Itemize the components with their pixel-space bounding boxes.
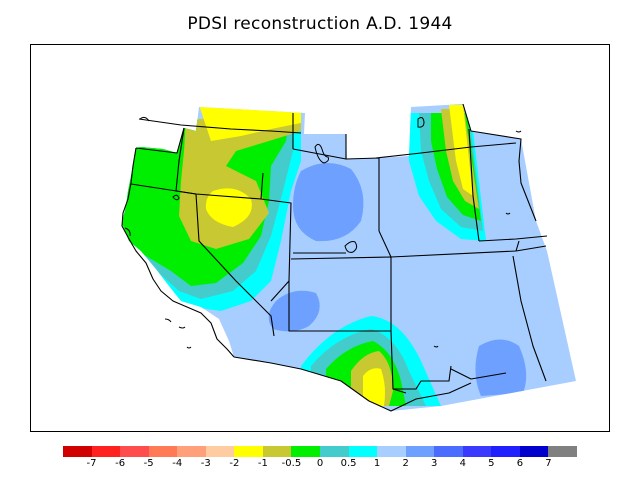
lake-sakakawea: [417, 117, 425, 128]
small-lakes: [433, 130, 522, 348]
wa-or-border: [135, 127, 185, 154]
colorbar-tick-label: 0: [316, 458, 324, 469]
colorbar-swatch: [320, 446, 350, 457]
northeast-anomaly: [406, 105, 486, 241]
pdsi-field: [122, 104, 576, 411]
colorbar-tick-label: -2: [229, 458, 240, 469]
colorbar-swatch: [434, 446, 464, 457]
colorbar-swatch: [234, 446, 264, 457]
colorado-border: [378, 230, 520, 258]
colorbar-tick-label: 6: [516, 458, 524, 469]
colorbar-tick-label: 5: [488, 458, 495, 469]
wet-pocket-southeast: [475, 339, 527, 396]
map-frame: [30, 44, 610, 432]
colorbar-swatch: [377, 446, 407, 457]
colorbar-swatch: [348, 446, 378, 457]
colorbar-tick-label: 7: [545, 458, 552, 469]
boundaries: [121, 103, 548, 412]
colorbar-swatch: [291, 446, 321, 457]
canada-border-west: [138, 118, 302, 134]
sf-bay: [124, 227, 131, 237]
northwest-anomaly: [122, 105, 301, 311]
colorbar-swatch: [148, 446, 178, 457]
canada-border-east: [375, 142, 517, 159]
texas-border: [450, 255, 547, 382]
colorbar-swatch: [177, 446, 207, 457]
colorbar-tick-label: -1: [257, 458, 268, 469]
mexico-border: [233, 356, 472, 412]
colorbar-swatch: [491, 446, 521, 457]
colorbar-swatch: [262, 446, 292, 457]
puget-sound: [139, 116, 150, 122]
colorbar-tick-label: -0.5: [281, 458, 302, 469]
colorbar-swatch: [462, 446, 492, 457]
colorbar-swatch: [405, 446, 435, 457]
dakota-borders: [462, 103, 537, 242]
pacific-coast: [121, 147, 235, 358]
nv-ut-border: [260, 198, 292, 302]
colorbar-tick-label: 0.5: [340, 458, 357, 469]
colorbar-tick-label: -7: [86, 458, 97, 469]
colorbar-swatch: [120, 446, 150, 457]
flathead-lake: [314, 143, 329, 164]
great-salt-lake: [344, 241, 358, 253]
map-title: PDSI reconstruction A.D. 1944: [187, 14, 453, 34]
water-features: [124, 116, 522, 349]
colorbar-swatch: [63, 446, 93, 457]
colorbar-labels: -7 -6 -5 -4 -3 -2 -1 -0.5 0 0.5 1 2 3 4 5 6 7: [0, 458, 640, 472]
new-mexico-border: [390, 330, 452, 394]
colorbar-tick-label: 1: [373, 458, 381, 469]
colorbar-tick-label: 4: [459, 458, 466, 469]
colorbar-swatch: [548, 446, 578, 457]
lake-tahoe: [172, 194, 180, 201]
south-anomaly: [301, 316, 441, 406]
colorbar-swatch: [91, 446, 121, 457]
pdsi-map: [121, 103, 576, 412]
colorbar-tick-label: -4: [172, 458, 183, 469]
colorbar-swatch: [519, 446, 549, 457]
wet-pocket-central: [268, 290, 320, 332]
colorbar-tick-label: -6: [115, 458, 126, 469]
idaho-border: [175, 127, 264, 200]
colorbar-tick-label: -5: [143, 458, 154, 469]
channel-islands: [164, 318, 192, 349]
colorbar-swatch: [205, 446, 235, 457]
colorbar-tick-label: -3: [200, 458, 211, 469]
wyoming-border: [345, 157, 380, 231]
colorbar-tick-label: 2: [402, 458, 409, 469]
wet-pocket-north: [293, 162, 364, 242]
plains-borders: [478, 235, 548, 252]
nv-ca-border: [195, 193, 275, 337]
colorbar: [63, 446, 578, 458]
colorbar-tick-label: 3: [431, 458, 438, 469]
